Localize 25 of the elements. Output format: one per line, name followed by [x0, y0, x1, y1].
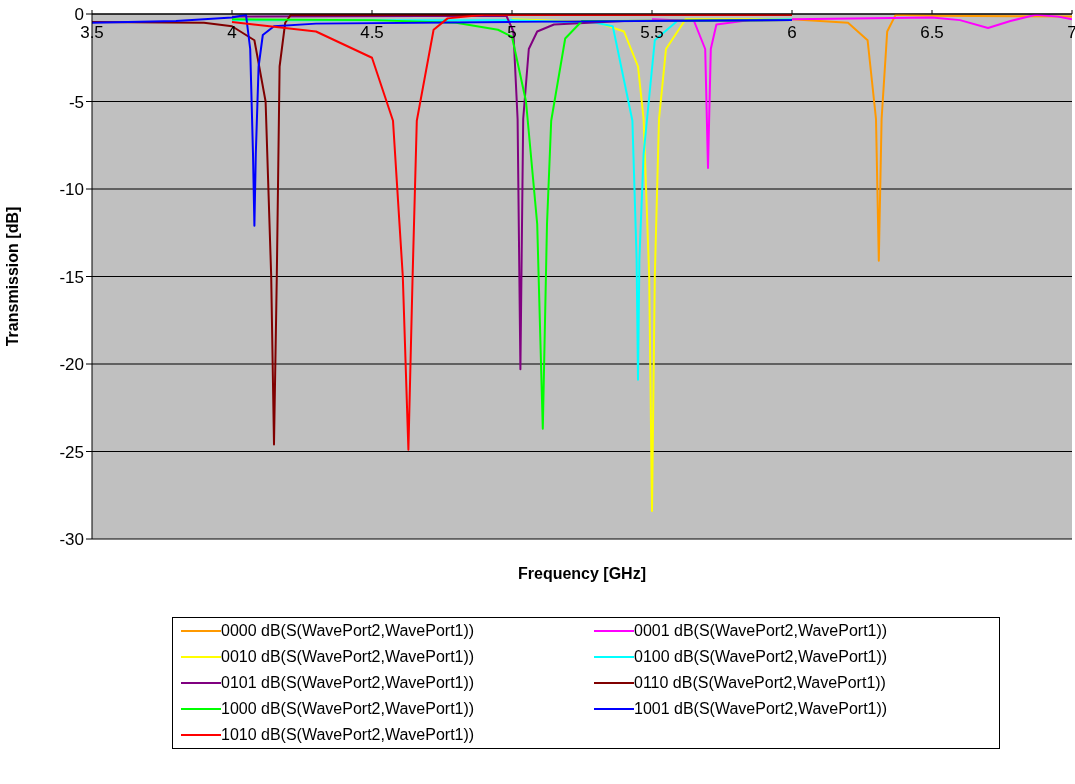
x-tick-label: 3.5 [80, 23, 104, 42]
x-tick-label: 6 [787, 23, 797, 42]
y-tick-label: 0 [74, 5, 84, 25]
x-tick-label: 4.5 [360, 23, 384, 42]
legend-label: 1001 dB(S(WavePort2,WavePort1)) [634, 700, 888, 718]
legend-label: 0001 dB(S(WavePort2,WavePort1)) [634, 622, 888, 640]
legend-label: 0110 dB(S(WavePort2,WavePort1)) [634, 674, 886, 692]
y-tick-label: -25 [59, 442, 84, 462]
y-tick-label: -10 [59, 180, 84, 200]
y-tick-label: -20 [59, 355, 84, 375]
legend-label: 0100 dB(S(WavePort2,WavePort1)) [634, 648, 888, 666]
x-tick-label: 4 [227, 23, 237, 42]
legend-label: 0000 dB(S(WavePort2,WavePort1)) [221, 622, 475, 640]
y-axis-title: Transmission [dB] [3, 206, 21, 347]
legend-label: 1000 dB(S(WavePort2,WavePort1)) [221, 700, 475, 718]
legend-label: 1010 dB(S(WavePort2,WavePort1)) [221, 726, 475, 744]
y-tick-label: -5 [68, 92, 84, 112]
x-tick-label: 5.5 [640, 23, 664, 42]
x-axis-title: Frequency [GHz] [517, 565, 647, 583]
legend-label: 0101 dB(S(WavePort2,WavePort1)) [221, 674, 475, 692]
x-tick-label: 6.5 [920, 23, 944, 42]
y-tick-label: -30 [59, 530, 84, 550]
x-tick-label: 7 [1067, 23, 1075, 42]
legend-label: 0010 dB(S(WavePort2,WavePort1)) [221, 648, 475, 666]
y-tick-label: -15 [59, 267, 84, 287]
